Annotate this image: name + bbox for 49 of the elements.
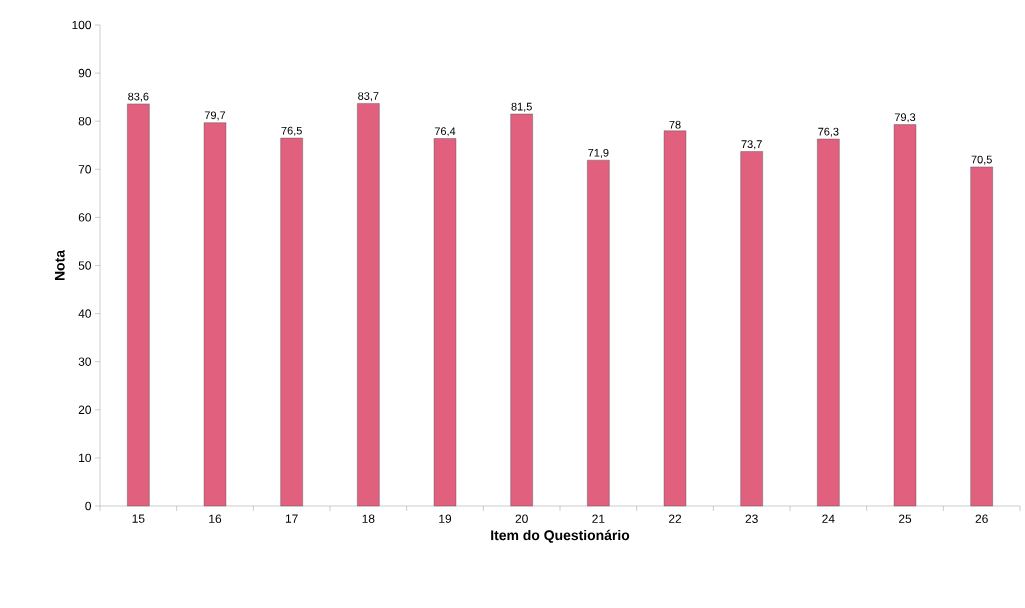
x-tick-label: 21	[592, 514, 605, 523]
data-label: 73,7	[741, 140, 762, 150]
x-tick-label: 25	[898, 514, 912, 523]
data-label: 83,7	[358, 92, 379, 102]
data-label: 78	[669, 120, 681, 129]
bar	[740, 151, 763, 507]
x-tick-label: 26	[975, 514, 988, 523]
x-tick-label: 22	[668, 514, 682, 523]
x-tick-label: 20	[515, 514, 528, 523]
bar	[357, 103, 380, 507]
bar	[127, 103, 150, 507]
y-tick-label: 10	[79, 453, 92, 463]
bar	[433, 138, 457, 507]
bar	[203, 122, 227, 507]
x-tick-label: 16	[209, 514, 222, 523]
data-label: 79,7	[204, 111, 226, 121]
y-tick-label: 20	[78, 405, 92, 415]
data-label: 76,5	[281, 126, 302, 136]
data-label: 76,4	[434, 127, 456, 137]
bar	[510, 113, 533, 507]
x-tick-label: 19	[439, 514, 452, 523]
bar	[280, 137, 303, 507]
data-label: 83,6	[128, 92, 149, 102]
x-tick-label: 15	[132, 514, 145, 523]
bar	[970, 166, 993, 507]
bar	[663, 130, 687, 507]
y-tick-label: 90	[78, 68, 92, 78]
x-tick-label: 17	[285, 514, 298, 523]
bar	[893, 124, 917, 507]
y-tick-label: 70	[78, 165, 92, 174]
x-tick-label: 18	[362, 514, 375, 523]
y-tick-label: 40	[78, 309, 92, 318]
y-axis-title: Nota	[54, 249, 65, 281]
data-label: 79,3	[894, 113, 916, 123]
data-label: 76,3	[818, 127, 839, 137]
y-tick-label: 0	[85, 501, 92, 511]
data-label: 81,5	[511, 102, 532, 112]
bar	[587, 159, 610, 507]
y-tick-label: 30	[78, 357, 92, 366]
x-axis-title: Item do Questionário	[491, 529, 630, 543]
y-tick-label: 100	[72, 20, 92, 30]
y-tick-label: 80	[78, 116, 92, 126]
data-label: 70,5	[971, 155, 992, 165]
data-label: 71,9	[588, 148, 609, 158]
bar	[817, 138, 840, 507]
x-tick-label: 24	[822, 514, 835, 523]
x-tick-label: 23	[745, 514, 758, 523]
y-tick-label: 60	[78, 213, 92, 222]
y-tick-label: 50	[78, 261, 92, 270]
